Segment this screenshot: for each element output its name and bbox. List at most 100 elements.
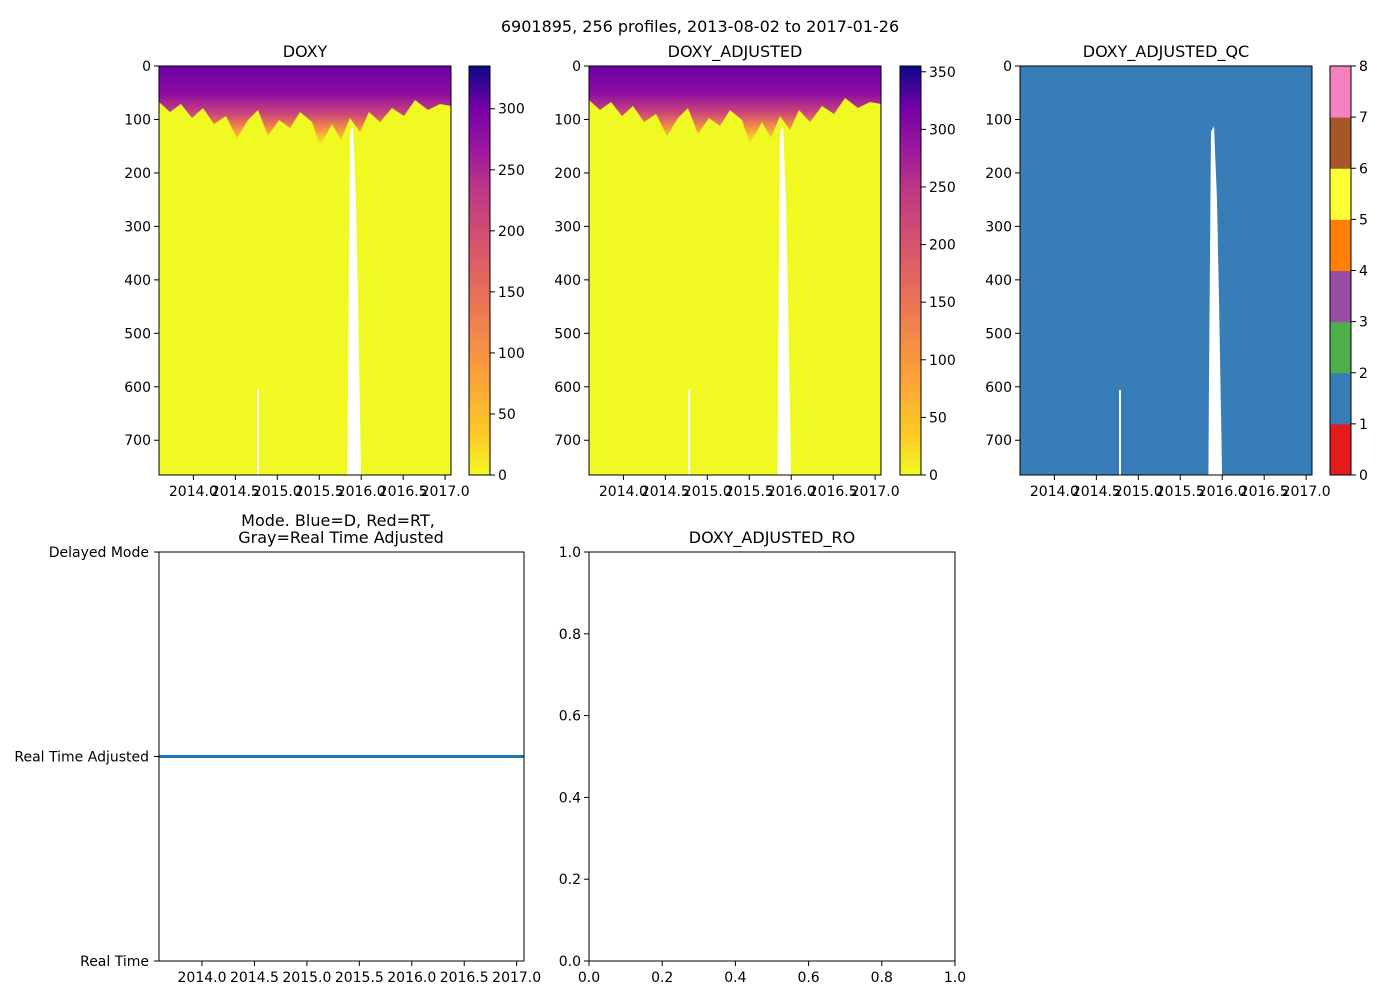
x-tick-label: 1.0 <box>944 970 966 986</box>
heatmap-bottom-edge <box>589 480 881 719</box>
heatmap-surface-layer <box>159 66 451 146</box>
figure-title: 6901895, 256 profiles, 2013-08-02 to 201… <box>501 17 899 36</box>
heatmap-deep-layer <box>589 66 881 475</box>
x-tick-label: 2016.5 <box>440 970 489 986</box>
x-tick-label: 2015.0 <box>253 484 302 500</box>
y-tick-label: 400 <box>124 273 151 289</box>
qc-color-segment <box>1330 270 1351 323</box>
heatmap-surface-layer <box>589 66 881 144</box>
y-tick-label: 100 <box>554 112 581 128</box>
colorbar-tick-label: 0 <box>1359 468 1368 484</box>
panel-title: DOXY <box>283 42 328 61</box>
colorbar-tick-label: 4 <box>1359 264 1368 280</box>
colorbar-tick-label: 100 <box>929 353 956 369</box>
y-tick-label: 600 <box>985 380 1012 396</box>
y-tick-label: 700 <box>124 433 151 449</box>
x-tick-label: 2016.0 <box>1198 484 1247 500</box>
colorbar-ticks: 0 50 100 150 200 250 300 <box>490 102 525 484</box>
y-tick-label: 600 <box>124 380 151 396</box>
y-tick-label: 0.4 <box>559 790 581 806</box>
axes-frame <box>588 65 882 476</box>
colorbar-tick-label: 150 <box>929 295 956 311</box>
x-tick-label: 2016.5 <box>379 484 428 500</box>
x-tick-label: 2014.0 <box>599 484 648 500</box>
panel-doxy-adjusted-ro: DOXY_ADJUSTED_RO 0.00.20.40.60.81.0 0.0 0… <box>559 528 966 986</box>
colorbar-tick-label: 8 <box>1359 59 1368 75</box>
panel-title: DOXY_ADJUSTED_QC <box>1083 42 1249 62</box>
colorbar-tick-label: 100 <box>498 346 525 362</box>
y-tick-label: 400 <box>985 273 1012 289</box>
y-axis: 0 100 200 300 400 500 600 700 <box>985 59 1020 449</box>
colorbar-tick-label: 50 <box>929 410 947 426</box>
x-tick-label: 2017.0 <box>492 970 541 986</box>
y-tick-label: 200 <box>124 166 151 182</box>
x-tick-label: 2014.5 <box>211 484 260 500</box>
y-axis: Real Time Real Time Adjusted Delayed Mode <box>14 545 159 970</box>
colorbar-tick-label: 300 <box>929 122 956 138</box>
qc-color-segment <box>1330 66 1351 118</box>
data-gap <box>1119 390 1121 475</box>
colorbar <box>899 65 922 476</box>
colorbar-tick-label: 250 <box>498 163 525 179</box>
x-tick-label: 2014.0 <box>169 484 218 500</box>
x-tick-label: 2017.0 <box>1282 484 1331 500</box>
heatmap-deep-layer <box>159 66 451 475</box>
colorbar-tick-label: 0 <box>929 468 938 484</box>
y-tick-label: 300 <box>124 219 151 235</box>
y-tick-label: 0.8 <box>559 627 581 643</box>
colorbar <box>468 65 491 476</box>
y-axis: 0 100 200 300 400 500 600 700 <box>554 59 589 449</box>
panel-title-line1: Mode. Blue=D, Red=RT, <box>241 511 435 530</box>
y-tick-label: 100 <box>985 112 1012 128</box>
x-axis: 2014.02014.52015.02015.52016.02016.52017… <box>599 475 900 500</box>
y-tick-label: 500 <box>985 326 1012 342</box>
data-gap <box>777 126 792 475</box>
colorbar-tick-label: 6 <box>1359 161 1368 177</box>
qc-color-segment <box>1330 117 1351 169</box>
y-tick-label: 400 <box>554 273 581 289</box>
y-tick-label: 200 <box>554 166 581 182</box>
y-tick-label: 600 <box>554 380 581 396</box>
panel-title: DOXY_ADJUSTED_RO <box>689 528 855 548</box>
x-tick-label: 2015.0 <box>282 970 331 986</box>
x-axis: 0.0 0.2 0.4 0.6 0.8 1.0 <box>578 961 966 986</box>
x-tick-label: 2015.0 <box>683 484 732 500</box>
x-tick-label: 2014.5 <box>641 484 690 500</box>
colorbar-tick-label: 5 <box>1359 212 1368 228</box>
qc-color-segment <box>1330 168 1351 220</box>
colorbar-tick-label: 150 <box>498 285 525 301</box>
y-tick-label: 0.2 <box>559 872 581 888</box>
heatmap-bottom-edge <box>1020 480 1312 719</box>
x-tick-label: 0.6 <box>797 970 819 986</box>
heatmap-doxy-adjusted <box>589 66 881 719</box>
y-tick-label: 0 <box>1003 59 1012 75</box>
data-gap <box>688 390 690 475</box>
y-tick-label: 0 <box>142 59 151 75</box>
colorbar-tick-label: 350 <box>929 65 956 81</box>
y-tick-label: 200 <box>985 166 1012 182</box>
colorbar-tick-label: 0 <box>498 468 507 484</box>
x-tick-label: 0.2 <box>651 970 673 986</box>
heatmap-doxy <box>159 66 451 475</box>
x-tick-label: 2016.5 <box>1240 484 1289 500</box>
y-tick-label: 700 <box>985 433 1012 449</box>
x-tick-label: 2014.0 <box>1030 484 1079 500</box>
qc-color-segment <box>1330 423 1351 476</box>
y-tick-label: 100 <box>124 112 151 128</box>
x-axis: 2014.02014.52015.02015.52016.02016.52017… <box>1030 475 1331 500</box>
colorbar-tick-label: 7 <box>1359 110 1368 126</box>
x-tick-label: 2016.0 <box>387 970 436 986</box>
data-gap <box>347 126 362 475</box>
y-tick-label: Real Time Adjusted <box>14 750 149 766</box>
axes-frame <box>588 551 956 962</box>
y-tick-label: 500 <box>124 326 151 342</box>
colorbar-tick-label: 50 <box>498 407 516 423</box>
x-tick-label: 2014.5 <box>1072 484 1121 500</box>
x-tick-label: 2014.0 <box>178 970 227 986</box>
colorbar-ticks: 0 1 2 3 4 5 6 7 8 <box>1351 59 1368 484</box>
qc-color-segment <box>1330 219 1351 271</box>
colorbar-tick-label: 1 <box>1359 417 1368 433</box>
